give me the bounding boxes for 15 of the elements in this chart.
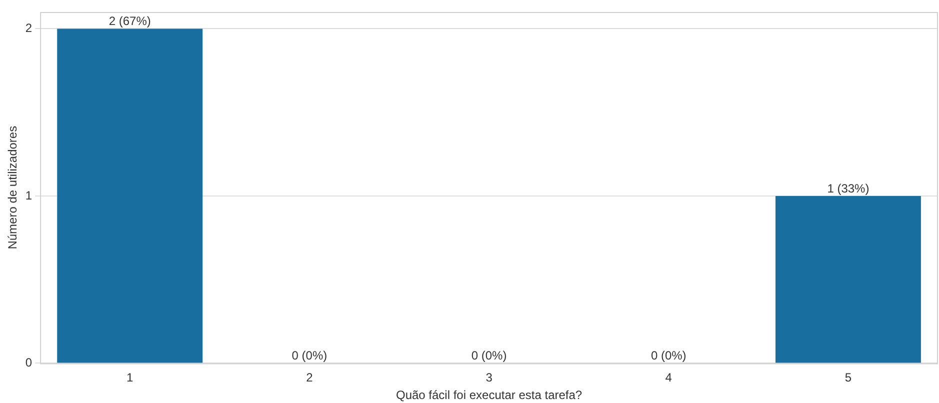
y-tick-label: 1 <box>25 188 32 202</box>
x-tick-label: 3 <box>486 370 493 385</box>
y-tick-label: 0 <box>25 356 32 370</box>
y-tick-label: 2 <box>25 21 32 36</box>
x-tick-label: 1 <box>126 370 134 385</box>
y-axis-title: Número de utilizadores <box>6 126 20 250</box>
x-tick-label: 4 <box>665 370 672 385</box>
data-label: 1 (33%) <box>827 181 870 196</box>
x-tick-label: 2 <box>306 370 314 385</box>
data-label: 0 (0%) <box>650 348 686 363</box>
data-label: 0 (0%) <box>292 348 328 363</box>
x-tick-label: 5 <box>844 370 852 385</box>
x-axis-title: Quão fácil foi executar esta tarefa? <box>396 388 582 402</box>
data-label: 0 (0%) <box>471 348 507 363</box>
data-label: 2 (67%) <box>108 14 151 28</box>
